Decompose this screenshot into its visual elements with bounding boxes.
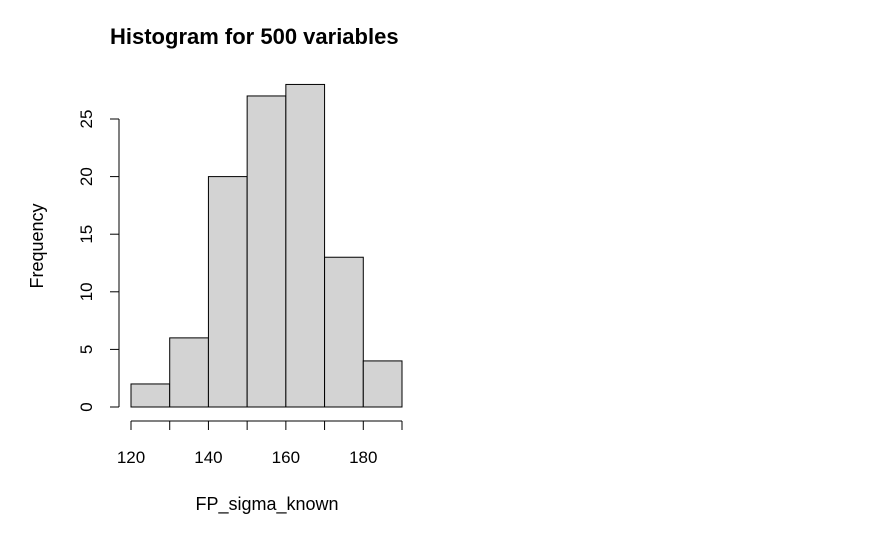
histogram-bar-5 (324, 256, 364, 408)
histogram-bar-3 (246, 95, 287, 408)
y-tick-label-4: 20 (77, 167, 96, 186)
x-tick-label-4: 160 (272, 448, 300, 467)
x-axis: 120 140 160 180 (117, 420, 403, 467)
y-tick-label-2: 10 (77, 282, 96, 301)
histogram-bar-6 (362, 360, 403, 408)
y-tick-label-1: 5 (77, 345, 96, 354)
histogram-bar-0 (130, 383, 171, 408)
y-axis-label: Frequency (27, 203, 47, 288)
x-tick-label-2: 140 (194, 448, 222, 467)
chart-title: Histogram for 500 variables (110, 24, 399, 49)
histogram-bar-2 (207, 176, 248, 408)
histogram-bar-1 (169, 337, 209, 408)
x-tick-label-6: 180 (349, 448, 377, 467)
y-tick-label-5: 25 (77, 110, 96, 129)
y-tick-label-0: 0 (77, 402, 96, 411)
histogram-bars (130, 83, 403, 408)
x-axis-label: FP_sigma_known (195, 494, 338, 515)
histogram-bar-4 (285, 83, 326, 408)
x-tick-label-0: 120 (117, 448, 145, 467)
y-tick-label-3: 15 (77, 225, 96, 244)
y-axis: 0 5 10 15 20 25 (77, 110, 120, 412)
